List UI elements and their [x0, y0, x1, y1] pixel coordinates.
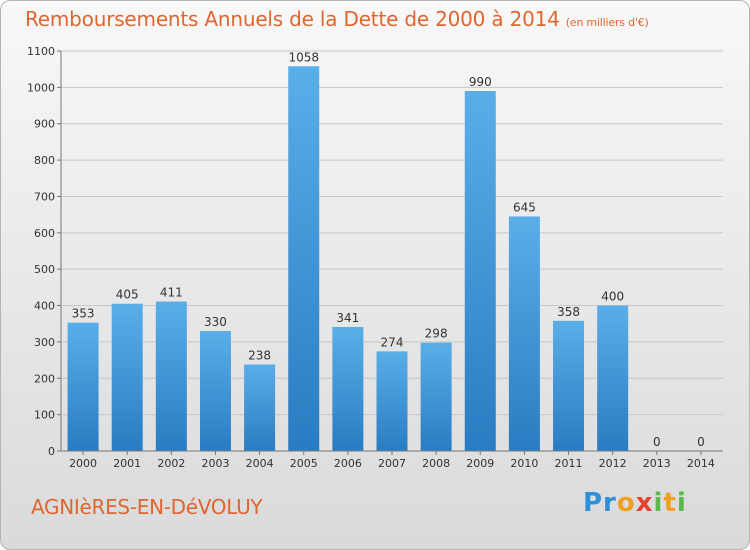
- x-tick-label: 2013: [643, 457, 671, 470]
- chart-subtitle: (en milliers d'€): [565, 16, 649, 29]
- chart-title-text: Remboursements Annuels de la Dette de 20…: [25, 7, 560, 31]
- y-tick-label: 400: [34, 300, 55, 313]
- y-tick-label: 1100: [27, 45, 55, 58]
- x-tick-label: 2005: [290, 457, 318, 470]
- bar: [288, 66, 320, 451]
- data-label: 1058: [288, 50, 319, 64]
- y-tick-label: 600: [34, 227, 55, 240]
- data-label: 411: [160, 286, 183, 300]
- y-tick-label: 300: [34, 336, 55, 349]
- x-tick-label: 2010: [510, 457, 538, 470]
- bar: [155, 301, 187, 451]
- data-label: 0: [653, 435, 661, 449]
- data-label: 274: [381, 335, 404, 349]
- x-tick-label: 2003: [201, 457, 229, 470]
- x-tick-label: 2007: [378, 457, 406, 470]
- x-tick-label: 2000: [69, 457, 97, 470]
- data-label: 238: [248, 348, 271, 362]
- x-tick-label: 2008: [422, 457, 450, 470]
- y-tick-label: 800: [34, 154, 55, 167]
- x-tick-label: 2009: [466, 457, 494, 470]
- bar: [508, 216, 540, 451]
- chart-title: Remboursements Annuels de la Dette de 20…: [25, 7, 649, 31]
- y-tick-label: 900: [34, 118, 55, 131]
- bar: [597, 305, 629, 451]
- y-tick-label: 500: [34, 263, 55, 276]
- x-tick-label: 2006: [334, 457, 362, 470]
- bars: [67, 66, 629, 451]
- y-tick-label: 700: [34, 190, 55, 203]
- y-tick-label: 200: [34, 372, 55, 385]
- x-tick-label: 2001: [113, 457, 141, 470]
- data-label: 645: [513, 200, 536, 214]
- x-tick-label: 2002: [157, 457, 185, 470]
- bar: [332, 327, 364, 451]
- commune-name: AGNIèRES-EN-DéVOLUY: [31, 495, 263, 519]
- bar: [553, 320, 585, 451]
- bar: [376, 351, 408, 451]
- data-label: 400: [601, 290, 624, 304]
- data-label: 358: [557, 305, 580, 319]
- bar: [67, 322, 99, 451]
- data-label: 990: [469, 75, 492, 89]
- data-label: 353: [72, 307, 95, 321]
- x-tick-label: 2014: [687, 457, 715, 470]
- bar: [464, 91, 496, 451]
- y-tick-label: 0: [48, 445, 55, 458]
- data-label: 405: [116, 288, 139, 302]
- axes: [57, 50, 723, 455]
- y-tick-label: 100: [34, 409, 55, 422]
- data-label: 0: [697, 435, 705, 449]
- x-tick-label: 2012: [599, 457, 627, 470]
- y-tick-label: 1000: [27, 81, 55, 94]
- x-tick-label: 2011: [555, 457, 583, 470]
- bar: [199, 331, 231, 451]
- labels: 0100200300400500600700800900100011002000…: [27, 45, 715, 470]
- bar: [244, 364, 276, 451]
- proxiti-logo: Proxiti: [583, 488, 687, 518]
- data-label: 330: [204, 315, 227, 329]
- bar: [420, 342, 452, 451]
- bar: [111, 303, 143, 451]
- data-label: 341: [336, 311, 359, 325]
- data-label: 298: [425, 327, 448, 341]
- x-tick-label: 2004: [246, 457, 274, 470]
